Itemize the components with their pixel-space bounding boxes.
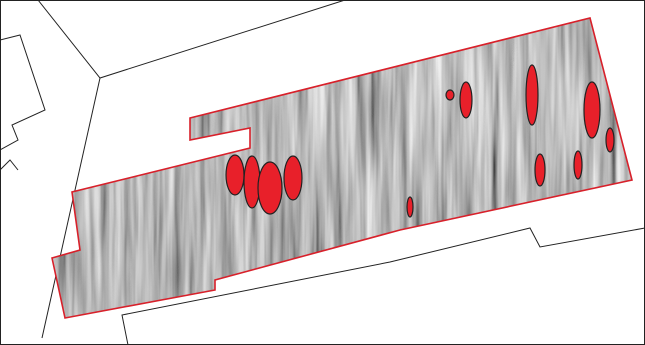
page xyxy=(0,0,645,345)
survey-map xyxy=(0,0,645,345)
